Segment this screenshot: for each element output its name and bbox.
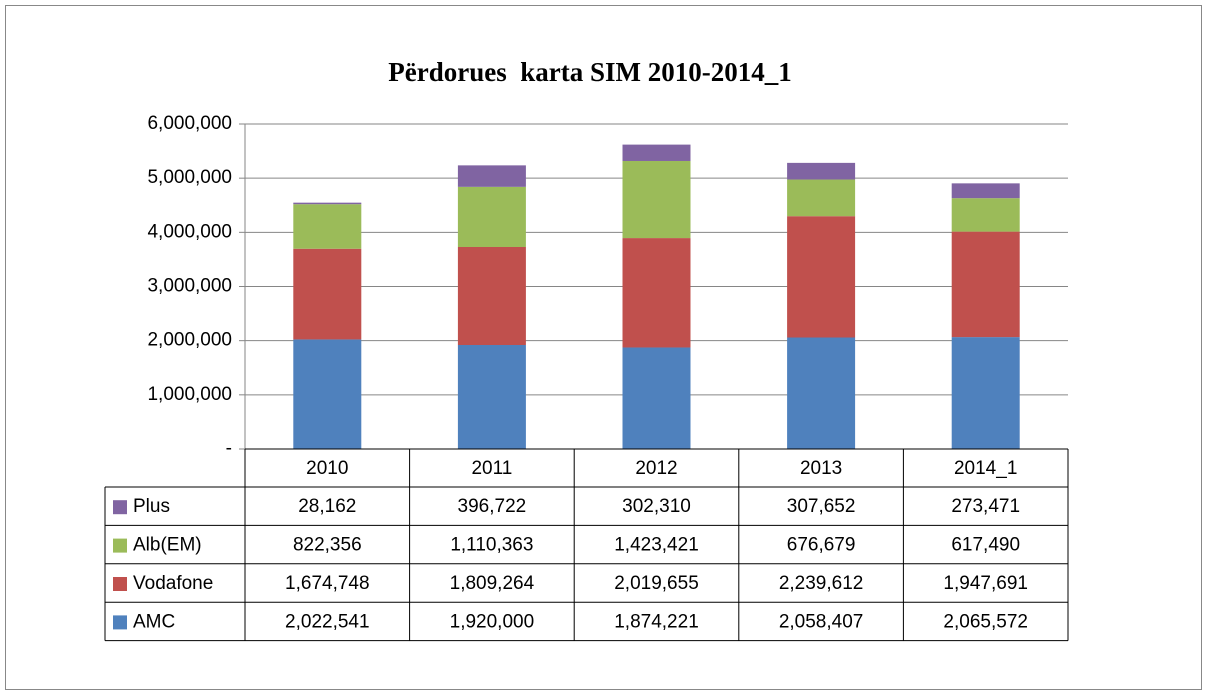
bar-segment — [951, 183, 1020, 199]
table-value: 2,019,655 — [614, 573, 699, 594]
bar-segment — [457, 186, 526, 247]
legend-label: Plus — [133, 496, 170, 517]
bar-segment — [457, 246, 526, 345]
bar-segment — [293, 248, 362, 340]
bar-segment — [622, 238, 691, 348]
table-value: 822,356 — [293, 535, 362, 556]
x-tick-label: 2010 — [306, 458, 348, 479]
bar-segment — [457, 345, 526, 449]
table-value: 302,310 — [622, 496, 691, 517]
x-tick-label: 2011 — [471, 458, 512, 479]
bar-segment — [457, 165, 526, 187]
bar-segment — [293, 202, 362, 205]
bar-segment — [787, 337, 856, 449]
table-value: 2,239,612 — [779, 573, 864, 594]
bar-segment — [787, 216, 856, 338]
y-tick-label: 6,000,000 — [147, 113, 232, 134]
y-tick-label: 4,000,000 — [147, 221, 232, 242]
x-tick-label: 2014_1 — [954, 458, 1017, 479]
chart-title: Përdorues karta SIM 2010-2014_1 — [388, 57, 791, 87]
bar-segment — [951, 337, 1020, 449]
table-value: 396,722 — [458, 496, 527, 517]
table-value: 1,874,221 — [614, 611, 699, 632]
bar-segment — [787, 179, 856, 217]
bar-segment — [622, 160, 691, 239]
table-value: 2,058,407 — [779, 611, 864, 632]
table-value: 28,162 — [298, 496, 356, 517]
table-value: 2,065,572 — [943, 611, 1028, 632]
legend-key — [113, 615, 127, 630]
y-tick-label: 3,000,000 — [147, 276, 232, 297]
table-value: 307,652 — [787, 496, 856, 517]
bar-segment — [951, 231, 1020, 338]
y-tick-label: - — [226, 438, 232, 459]
table-value: 1,947,691 — [943, 573, 1028, 594]
x-tick-label: 2012 — [635, 458, 677, 479]
bar-segment — [622, 144, 691, 161]
table-value: 617,490 — [951, 535, 1020, 556]
legend-label: AMC — [133, 611, 175, 632]
legend-label: Vodafone — [133, 573, 213, 594]
bar-segment — [951, 198, 1020, 232]
legend-key — [113, 500, 127, 515]
y-tick-label: 2,000,000 — [147, 330, 232, 351]
table-value: 1,809,264 — [450, 573, 535, 594]
table-value: 1,674,748 — [285, 573, 370, 594]
bar-segment — [787, 162, 856, 180]
x-tick-label: 2013 — [800, 458, 842, 479]
legend-key — [113, 577, 127, 591]
table-value: 676,679 — [787, 535, 856, 556]
table-value: 1,423,421 — [614, 535, 699, 556]
bar-segment — [622, 347, 691, 449]
y-tick-label: 5,000,000 — [147, 167, 232, 188]
table-value: 1,110,363 — [450, 535, 533, 556]
table-value: 273,471 — [951, 496, 1020, 517]
y-tick-label: 1,000,000 — [147, 384, 232, 405]
table-value: 1,920,000 — [450, 611, 535, 632]
legend-label: Alb(EM) — [133, 535, 202, 556]
legend-key — [113, 538, 127, 553]
table-value: 2,022,541 — [285, 611, 370, 632]
bar-segment — [293, 204, 362, 249]
bar-segment — [293, 339, 362, 449]
